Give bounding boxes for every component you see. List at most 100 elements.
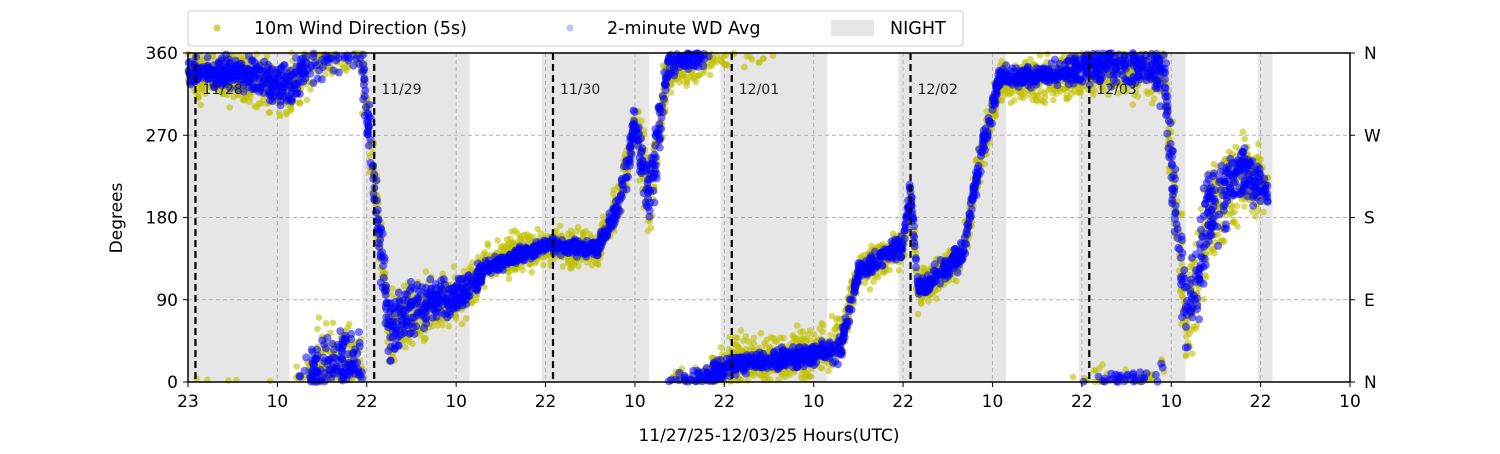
- wd-5s-point: [764, 336, 771, 343]
- wd-5s-point: [446, 323, 453, 330]
- wd-5s-point: [763, 342, 770, 349]
- wd-2min-point: [314, 368, 322, 376]
- wd-2min-point: [317, 377, 325, 385]
- wd-5s-point: [1240, 129, 1247, 136]
- wd-5s-point: [1200, 296, 1207, 303]
- wd-5s-point: [780, 335, 787, 342]
- wd-5s-point: [1031, 92, 1038, 99]
- wd-2min-point: [474, 267, 482, 275]
- wd-5s-point: [1226, 149, 1233, 156]
- wd-5s-point: [435, 322, 442, 329]
- wd-5s-point: [1210, 161, 1217, 168]
- wd-2min-point: [380, 274, 388, 282]
- wd-5s-point: [528, 269, 535, 276]
- wd-5s-point: [1019, 91, 1026, 98]
- wd-2min-point: [323, 360, 331, 368]
- wd-5s-point: [254, 104, 261, 111]
- wd-2min-point: [382, 287, 390, 295]
- wd-5s-point: [343, 67, 350, 74]
- wd-5s-point: [794, 322, 801, 329]
- wd-5s-point: [1149, 100, 1156, 107]
- wd-2min-point: [387, 357, 395, 365]
- wd-5s-point: [1025, 92, 1032, 99]
- wd-2min-point: [225, 55, 233, 63]
- wd-2min-point: [460, 275, 468, 283]
- wd-2min-point: [296, 373, 304, 381]
- wd-5s-point: [718, 344, 725, 351]
- wd-2min-point: [277, 101, 285, 109]
- wd-2min-point: [426, 275, 434, 283]
- wd-2min-point: [297, 55, 305, 63]
- wd-2min-point: [252, 70, 260, 78]
- wd-5s-point: [1034, 98, 1041, 105]
- wd-5s-point: [307, 86, 314, 93]
- wd-5s-point: [560, 263, 567, 270]
- wd-5s-point: [915, 311, 922, 318]
- wd-2min-point: [355, 328, 363, 336]
- wd-2min-point: [260, 58, 268, 66]
- wd-2min-point: [266, 74, 274, 82]
- wd-5s-point: [267, 378, 274, 385]
- wd-2min-point: [405, 304, 413, 312]
- wd-5s-point: [509, 228, 516, 235]
- wd-5s-point: [880, 270, 887, 277]
- wd-5s-point: [802, 376, 809, 383]
- wd-5s-point: [751, 335, 758, 342]
- wd-5s-point: [323, 320, 330, 327]
- wd-5s-point: [741, 64, 748, 71]
- wd-5s-point: [740, 338, 747, 345]
- wd-2min-point: [318, 75, 326, 83]
- wd-2min-point: [259, 75, 267, 83]
- wd-2min-point: [244, 77, 252, 85]
- wd-5s-point: [297, 99, 304, 106]
- wd-5s-point: [870, 278, 877, 285]
- wd-5s-point: [648, 225, 655, 232]
- wd-2min-point: [375, 239, 383, 247]
- wd-2min-point: [299, 78, 307, 86]
- wd-2min-point: [412, 322, 420, 330]
- wd-5s-point: [1044, 51, 1051, 58]
- wd-5s-point: [744, 377, 751, 384]
- wd-2min-point: [274, 69, 282, 77]
- wd-5s-point: [693, 73, 700, 80]
- wd-5s-point: [498, 243, 505, 250]
- wd-2min-point: [311, 58, 319, 66]
- wd-2min-point: [301, 69, 309, 77]
- wd-2min-point: [359, 67, 367, 75]
- wd-2min-point: [465, 288, 473, 296]
- wd-5s-point: [277, 113, 284, 120]
- wd-2min-point: [477, 277, 485, 285]
- wd-5s-point: [1219, 237, 1226, 244]
- wd-5s-point: [827, 332, 834, 339]
- wd-2min-point: [291, 81, 299, 89]
- wd-2min-point: [288, 98, 296, 106]
- wd-2min-point: [318, 337, 326, 345]
- wd-2min-point: [437, 276, 445, 284]
- wd-5s-point: [226, 104, 233, 111]
- wd-2min-point: [410, 330, 418, 338]
- wd-2min-point: [205, 68, 213, 76]
- wd-5s-point: [1241, 136, 1248, 143]
- wd-5s-point: [534, 226, 541, 233]
- wd-2min-point: [358, 368, 366, 376]
- wd-2min-point: [337, 353, 345, 361]
- wd-2min-point: [428, 291, 436, 299]
- wd-2min-point: [336, 370, 344, 378]
- wd-2min-point: [312, 354, 320, 362]
- wd-5s-point: [1215, 231, 1222, 238]
- wd-5s-point: [421, 335, 428, 342]
- wd-5s-point: [1011, 97, 1018, 104]
- wd-2min-point: [346, 371, 354, 379]
- wd-2min-point: [318, 56, 326, 64]
- wd-5s-point: [807, 337, 814, 344]
- wd-2min-point: [313, 346, 321, 354]
- wd-5s-point: [819, 320, 826, 327]
- wd-5s-point: [700, 70, 707, 77]
- wd-5s-point: [1003, 86, 1010, 93]
- wd-2min-point: [392, 303, 400, 311]
- wd-2min-point: [337, 363, 345, 371]
- wd-2min-point: [332, 56, 340, 64]
- wd-2min-point: [361, 75, 369, 83]
- wd-5s-point: [819, 328, 826, 335]
